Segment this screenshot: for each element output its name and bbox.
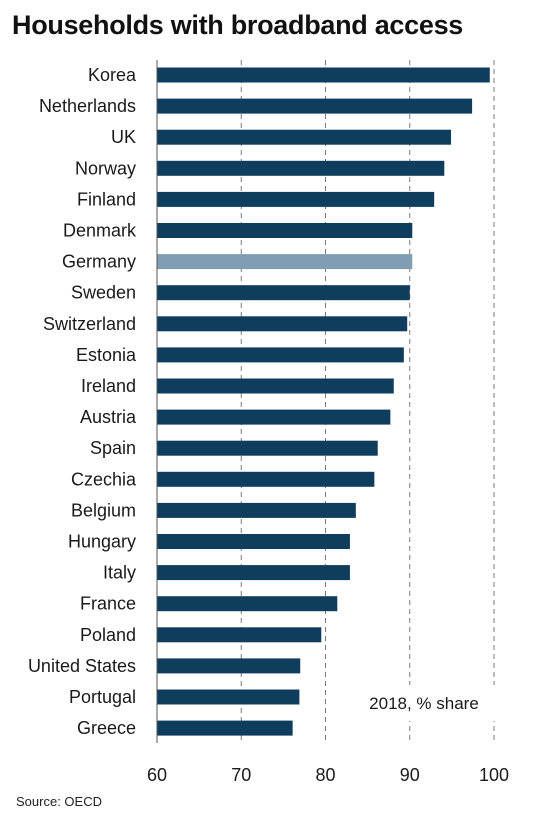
- bar: [157, 223, 413, 238]
- bar: [157, 316, 408, 332]
- bar: [157, 627, 322, 643]
- category-label: United States: [28, 656, 136, 676]
- category-label: Estonia: [76, 345, 137, 365]
- category-label: Austria: [80, 407, 137, 427]
- bar: [157, 67, 490, 83]
- bar: [157, 471, 375, 487]
- category-label: Norway: [75, 158, 136, 178]
- bar: [157, 409, 391, 425]
- category-label: Finland: [77, 189, 136, 209]
- category-label: Belgium: [71, 500, 136, 520]
- bar: [157, 658, 301, 674]
- bar: [157, 720, 293, 736]
- category-label: Poland: [80, 625, 136, 645]
- bar: [157, 254, 413, 270]
- bar: [157, 378, 394, 394]
- bar: [157, 285, 410, 301]
- category-label: Italy: [103, 563, 136, 583]
- category-label: Denmark: [63, 221, 137, 241]
- bar: [157, 689, 300, 705]
- bar: [157, 98, 473, 114]
- category-label: Netherlands: [39, 96, 136, 116]
- x-tick-label: 70: [231, 765, 251, 785]
- bar: [157, 502, 356, 518]
- bar: [157, 347, 404, 363]
- category-label: Portugal: [69, 687, 136, 707]
- category-label: Sweden: [71, 283, 136, 303]
- bar: [157, 160, 445, 176]
- bar: [157, 440, 378, 456]
- chart-title: Households with broadband access: [12, 10, 463, 40]
- category-label: Czechia: [71, 469, 137, 489]
- category-label: UK: [111, 127, 136, 147]
- category-label: Greece: [77, 718, 136, 738]
- category-label: Korea: [88, 65, 137, 85]
- category-label: Spain: [90, 438, 136, 458]
- category-label: Switzerland: [43, 314, 136, 334]
- category-label: Hungary: [68, 532, 136, 552]
- category-labels: Korea Netherlands UK Norway Finland Denmark Ge…: [28, 65, 137, 738]
- x-axis: 60 70 80 90 100: [147, 60, 509, 785]
- bar: [157, 596, 338, 612]
- bar: [157, 191, 435, 207]
- category-label: Ireland: [81, 376, 136, 396]
- source-note: Source: OECD: [16, 794, 102, 809]
- category-label: Germany: [62, 252, 136, 272]
- x-tick-label: 80: [315, 765, 335, 785]
- bar: [157, 565, 350, 581]
- category-label: France: [80, 594, 136, 614]
- note-box: [350, 685, 498, 721]
- bars: [157, 67, 490, 736]
- bar: [157, 534, 350, 549]
- x-tick-label: 60: [147, 765, 167, 785]
- note-label: 2018, % share: [369, 694, 479, 713]
- x-tick-label: 100: [479, 765, 509, 785]
- x-tick-label: 90: [400, 765, 420, 785]
- bar: [157, 129, 452, 145]
